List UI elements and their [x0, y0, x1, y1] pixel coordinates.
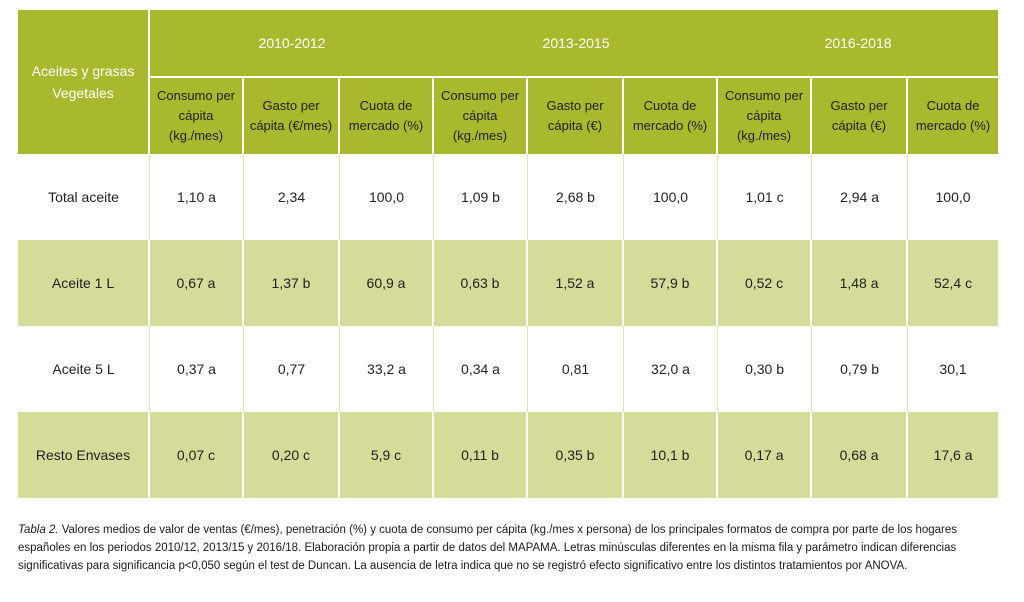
table-cell: 0,52 c [718, 240, 813, 326]
table-cell: 32,0 a [624, 326, 719, 412]
table-cell: 100,0 [624, 154, 719, 240]
table-cell: 0,81 [528, 326, 625, 412]
table-cell: 1,52 a [528, 240, 625, 326]
column-header-row: Consumo per cápita (kg./mes) Gasto per c… [18, 76, 999, 154]
table-cell: 30,1 [908, 326, 999, 412]
table-cell: 0,68 a [812, 412, 909, 498]
table-cell: 5,9 c [340, 412, 435, 498]
table-cell: 0,11 b [434, 412, 529, 498]
table-cell: 2,34 [244, 154, 340, 240]
table-cell: 1,01 c [718, 154, 813, 240]
table-cell: 0,20 c [244, 412, 340, 498]
table-cell: 0,34 a [434, 326, 529, 412]
data-table: Aceites y grasas Vegetales 2010-2012 201… [18, 10, 999, 498]
table-cell: 2,68 b [528, 154, 625, 240]
column-header: Gasto per cápita (€) [812, 76, 909, 154]
table-cell: 0,79 b [812, 326, 909, 412]
period-header: 2016-2018 [718, 10, 999, 76]
row-label: Resto Envases [18, 412, 150, 498]
period-header-row: Aceites y grasas Vegetales 2010-2012 201… [18, 10, 999, 154]
caption-reference: Tabla 2. [18, 524, 59, 536]
table-row: Resto Envases 0,07 c 0,20 c 5,9 c 0,11 b… [18, 412, 999, 498]
table-cell: 2,94 a [812, 154, 909, 240]
table-row: Aceite 1 L 0,67 a 1,37 b 60,9 a 0,63 b 1… [18, 240, 999, 326]
table-caption: Tabla 2. Valores medios de valor de vent… [18, 521, 998, 575]
column-header: Consumo per cápita (kg./mes) [718, 76, 813, 154]
column-header: Consumo per cápita (kg./mes) [434, 76, 529, 154]
table-cell: 33,2 a [340, 326, 435, 412]
table-cell: 0,37 a [150, 326, 244, 412]
table-cell: 0,35 b [528, 412, 625, 498]
table-cell: 0,30 b [718, 326, 813, 412]
table-cell: 100,0 [340, 154, 435, 240]
caption-text: Valores medios de valor de ventas (€/mes… [18, 524, 958, 572]
row-header-label: Aceites y grasas Vegetales [18, 10, 150, 154]
table-row: Total aceite 1,10 a 2,34 100,0 1,09 b 2,… [18, 154, 999, 240]
row-label: Aceite 1 L [18, 240, 150, 326]
column-header: Cuota de mercado (%) [908, 76, 999, 154]
table-cell: 60,9 a [340, 240, 435, 326]
table-cell: 0,77 [244, 326, 340, 412]
table-cell: 0,67 a [150, 240, 244, 326]
column-header: Consumo per cápita (kg./mes) [150, 76, 244, 154]
table-cell: 0,17 a [718, 412, 813, 498]
table-cell: 1,48 a [812, 240, 909, 326]
table-cell: 57,9 b [624, 240, 719, 326]
table-cell: 100,0 [908, 154, 999, 240]
table-cell: 52,4 c [908, 240, 999, 326]
table-cell: 1,37 b [244, 240, 340, 326]
period-header: 2010-2012 [150, 10, 435, 76]
column-header: Gasto per cápita (€) [528, 76, 625, 154]
table-cell: 1,10 a [150, 154, 244, 240]
column-header: Cuota de mercado (%) [624, 76, 719, 154]
table-cell: 0,07 c [150, 412, 244, 498]
row-label: Total aceite [18, 154, 150, 240]
column-header: Cuota de mercado (%) [340, 76, 435, 154]
table-row: Aceite 5 L 0,37 a 0,77 33,2 a 0,34 a 0,8… [18, 326, 999, 412]
table-cell: 0,63 b [434, 240, 529, 326]
row-label: Aceite 5 L [18, 326, 150, 412]
table-cell: 10,1 b [624, 412, 719, 498]
table-cell: 17,6 a [908, 412, 999, 498]
period-header: 2013-2015 [434, 10, 719, 76]
column-header: Gasto per cápita (€/mes) [244, 76, 340, 154]
table-cell: 1,09 b [434, 154, 529, 240]
